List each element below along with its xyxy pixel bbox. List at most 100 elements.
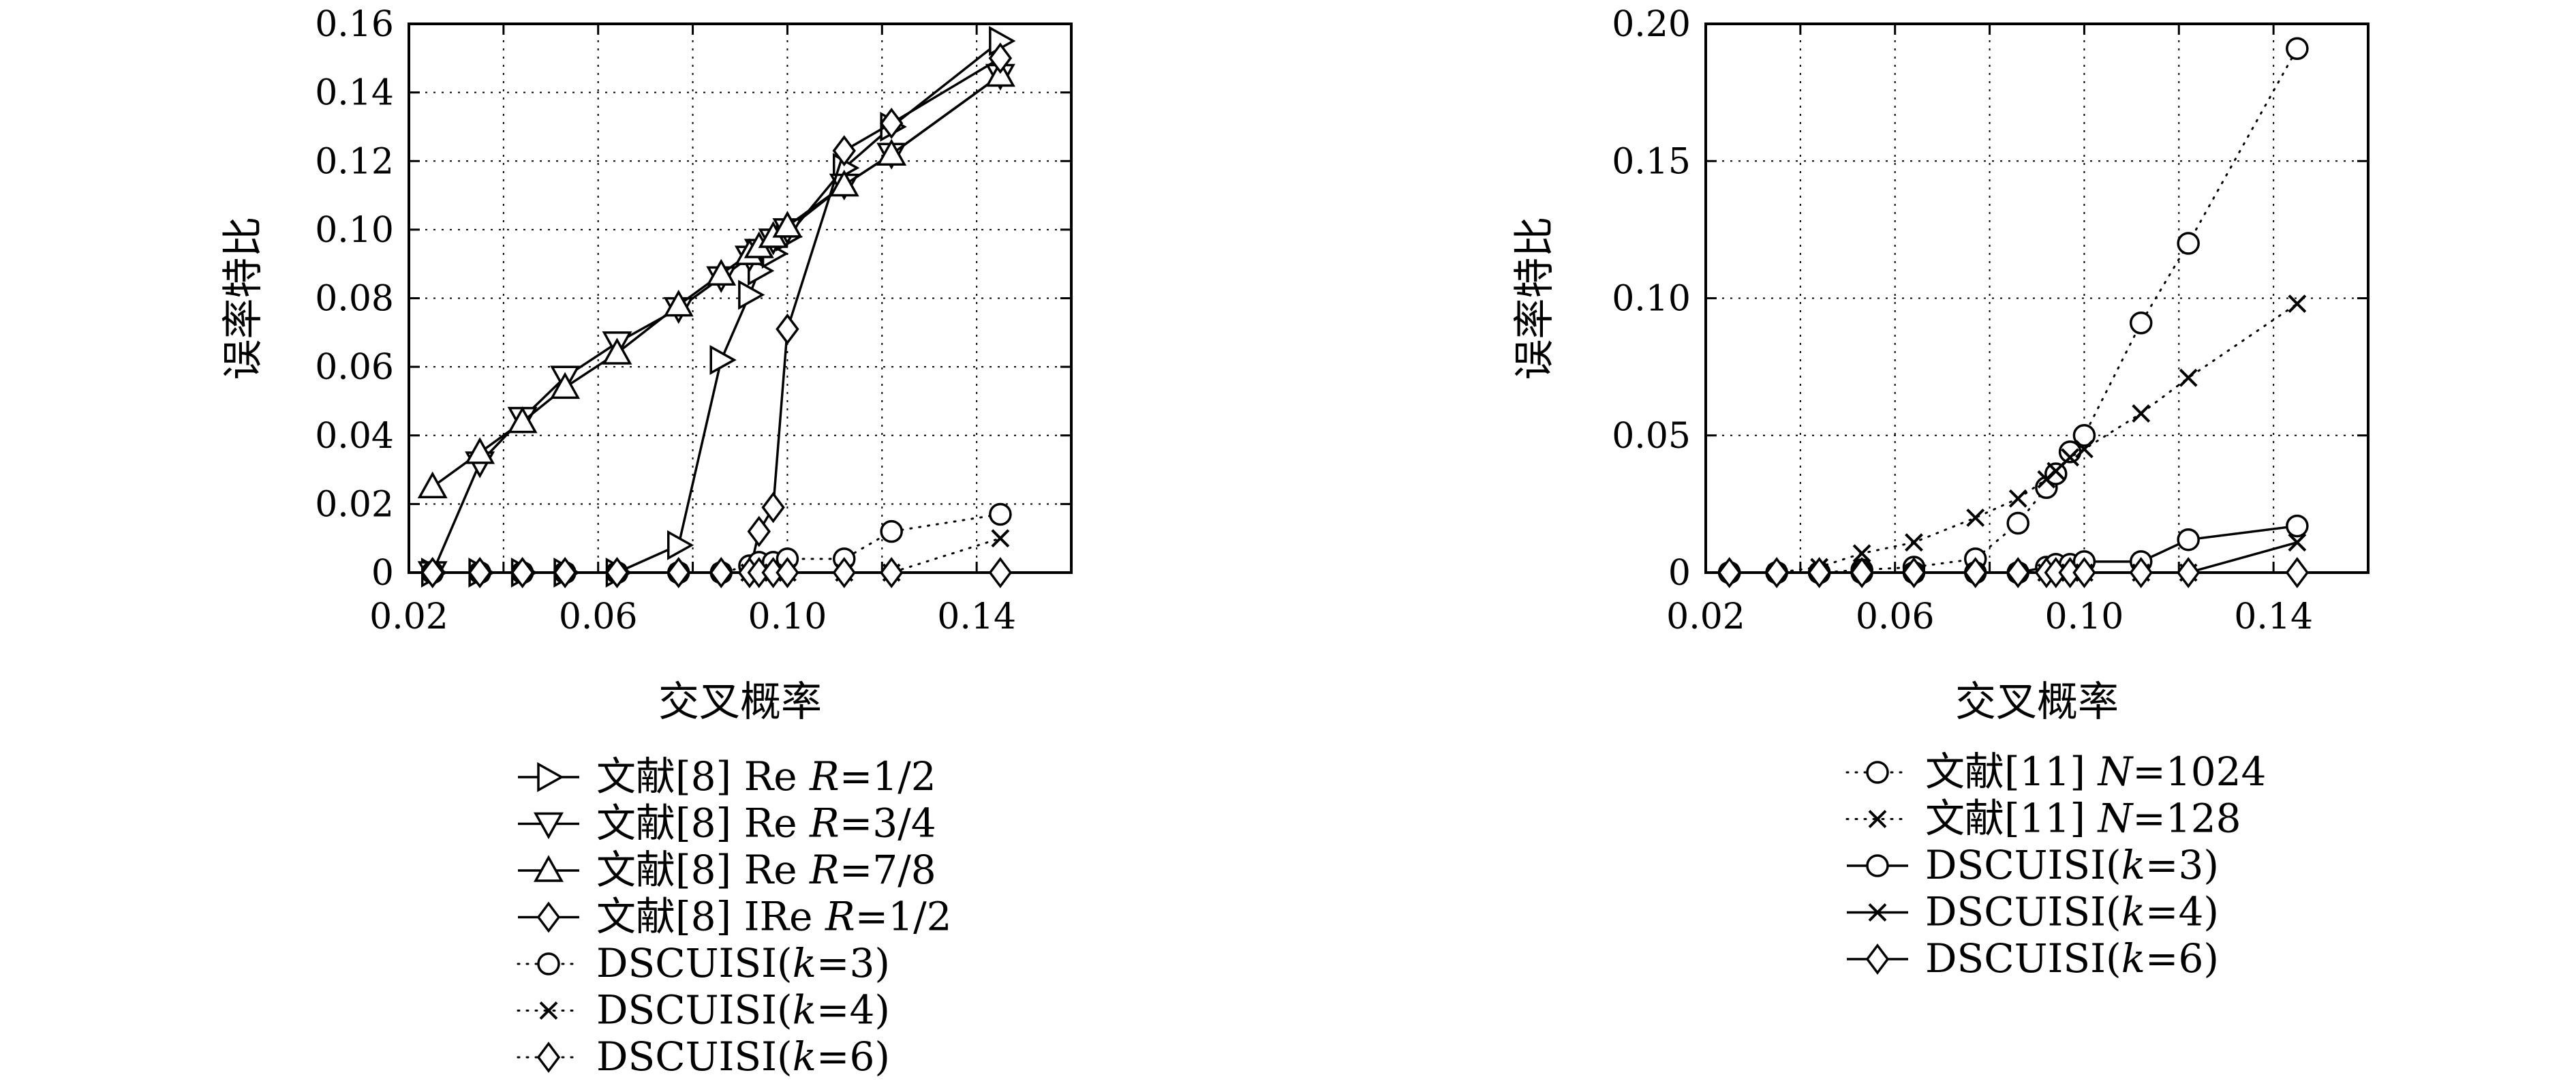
series-8-ire-r-1-2	[420, 42, 1013, 588]
chart-panel-2: 0 0.05 0.10 0.15 0.20 0.02 0.06 0.10 0.14 交叉概率 误率特…	[1511, 4, 2370, 982]
y-tick-label: 0.04	[315, 416, 394, 457]
data-point	[420, 557, 444, 588]
data-point	[880, 519, 903, 543]
data-point	[1717, 557, 1741, 588]
legend-entry: DSCUISI(k=4)	[1847, 889, 2219, 935]
legend-entry: 文献[11] N=1024	[1845, 748, 2266, 795]
legend-marker	[1865, 943, 1890, 975]
y-tick-label: 0.14	[315, 73, 394, 114]
x-tick-label: 0.10	[748, 596, 827, 637]
legend-entry: DSCUISI(k=4)	[517, 987, 890, 1033]
legend-marker	[536, 901, 561, 933]
data-point	[507, 406, 538, 434]
data-point	[1807, 557, 1831, 588]
y-tick-label: 0.16	[315, 4, 394, 45]
data-point	[876, 138, 907, 166]
grid	[1706, 24, 2368, 573]
y-tick-label: 0.02	[315, 484, 394, 525]
data-point	[832, 557, 856, 588]
legend-label: DSCUISI(k=6)	[1925, 935, 2219, 982]
series-8-re-r-7-8	[417, 59, 1015, 498]
data-point	[829, 169, 859, 197]
legend-entry: DSCUISI(k=3)	[517, 940, 890, 986]
series-dscuisi-k-6	[1717, 557, 2310, 588]
series-11-n-1024	[1717, 37, 2309, 584]
legend-marker	[539, 1001, 558, 1020]
data-point	[550, 372, 581, 399]
data-point	[1963, 557, 1987, 588]
data-point	[2288, 533, 2307, 552]
legend-label: DSCUISI(k=4)	[596, 987, 890, 1033]
data-point	[2288, 294, 2307, 313]
legend-label: 文献[8] IRe R=1/2	[596, 894, 952, 940]
data-point	[776, 313, 799, 345]
x-tick-label: 0.02	[369, 596, 448, 637]
legend-entry: DSCUISI(k=6)	[517, 1033, 890, 1080]
legend-marker	[1868, 903, 1887, 922]
data-point	[605, 557, 629, 588]
x-axis-label: 交叉概率	[1955, 678, 2119, 726]
data-point	[663, 289, 694, 317]
legend-marker	[537, 952, 560, 975]
legend-label: DSCUISI(k=6)	[596, 1033, 890, 1080]
legend-label: 文献[8] Re R=3/4	[596, 800, 936, 847]
legend-marker	[536, 1042, 561, 1073]
legend-label: 文献[8] Re R=7/8	[596, 847, 936, 893]
series-line	[432, 57, 1001, 574]
data-point	[2008, 489, 2027, 508]
data-point	[2006, 557, 2030, 588]
data-point	[1905, 533, 1923, 552]
data-point	[988, 557, 1013, 588]
legend-label: 文献[8] Re R=1/2	[596, 753, 936, 800]
data-point	[467, 557, 492, 588]
series-8-re-r-3-4	[417, 63, 1015, 588]
legend-entry: 文献[8] Re R=3/4	[518, 800, 936, 847]
data-point	[988, 42, 1013, 74]
legend-entry: DSCUISI(k=3)	[1847, 842, 2219, 888]
legend-marker	[534, 812, 564, 840]
data-point	[2075, 440, 2094, 459]
data-point	[1764, 557, 1789, 588]
data-point	[2176, 557, 2201, 588]
data-point	[1852, 544, 1871, 563]
data-point	[2072, 557, 2096, 588]
y-axis-label: 误率特比	[1511, 217, 1559, 380]
legend-label: DSCUISI(k=3)	[1925, 842, 2219, 888]
data-point	[602, 337, 632, 365]
data-point	[2006, 511, 2029, 535]
data-point	[2072, 424, 2096, 447]
series-line	[432, 40, 1001, 574]
x-axis-label: 交叉概率	[658, 678, 822, 726]
legend-entry: 文献[8] Re R=7/8	[518, 847, 936, 893]
legend-label: 文献[11] N=1024	[1925, 748, 2266, 795]
y-tick-label: 0.12	[315, 141, 394, 182]
data-point	[772, 211, 803, 238]
y-tick-label: 0.05	[1612, 416, 1691, 457]
data-point	[553, 557, 577, 588]
legend-marker	[1868, 810, 1887, 828]
data-point	[709, 345, 737, 376]
data-point	[879, 107, 904, 139]
data-point	[989, 502, 1012, 526]
data-point	[1850, 557, 1874, 588]
data-point	[2286, 37, 2309, 60]
legend-label: 文献[11] N=128	[1925, 796, 2241, 842]
data-point	[706, 258, 737, 286]
x-tick-label: 0.06	[559, 596, 638, 637]
x-tick-label: 0.02	[1666, 596, 1745, 637]
data-point	[2129, 557, 2153, 588]
legend-marker	[534, 855, 564, 882]
data-point	[2129, 311, 2153, 335]
data-point	[776, 557, 799, 588]
series-8-re-r-1-2	[420, 26, 1016, 588]
legend-entry: 文献[8] IRe R=1/2	[518, 894, 952, 940]
data-point	[2044, 462, 2068, 485]
y-axis-label: 误率特比	[219, 217, 267, 380]
y-tick-label: 0.20	[1612, 4, 1691, 45]
x-tick-label: 0.14	[937, 596, 1016, 637]
legend-marker	[1866, 854, 1889, 877]
data-point	[2046, 461, 2066, 481]
chart-panel-1: 00.020.040.060.080.100.120.140.160.02 0.0…	[219, 4, 1073, 1080]
